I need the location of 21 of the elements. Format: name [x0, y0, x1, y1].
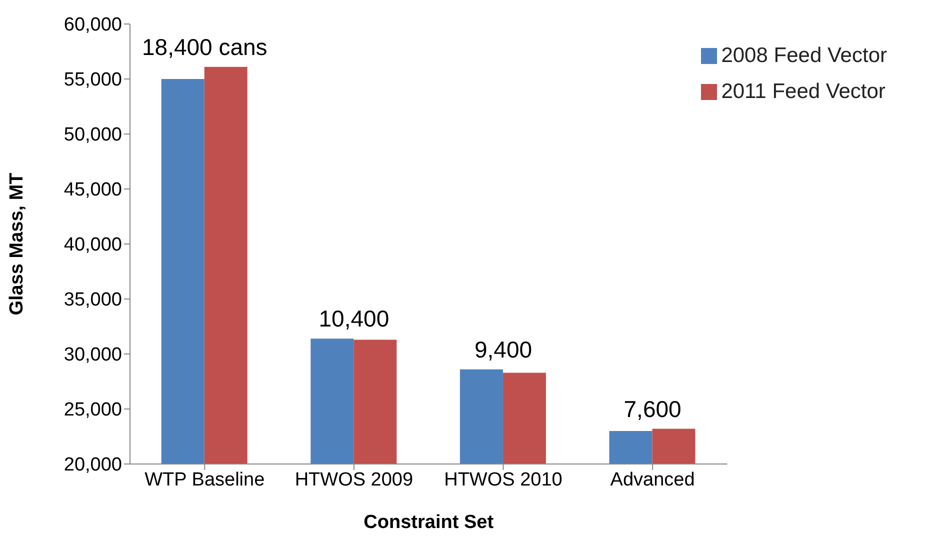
x-tick-label: HTWOS 2010 — [444, 469, 562, 490]
legend-label: 2008 Feed Vector — [721, 44, 887, 67]
y-tick-label: 40,000 — [64, 234, 122, 256]
y-tick-label: 20,000 — [64, 454, 122, 476]
y-tick-label: 45,000 — [64, 180, 122, 201]
y-tick-label: 60,000 — [64, 14, 122, 36]
x-tick-label: HTWOS 2009 — [294, 469, 414, 490]
y-tick-label: 50,000 — [64, 124, 122, 146]
y-axis-title: Glass Mass, MT — [6, 172, 28, 316]
annotation: 18,400 cans — [142, 34, 268, 60]
x-tick-label: Advanced — [610, 469, 695, 490]
y-tick-label: 35,000 — [64, 290, 122, 311]
x-tick-label: WTP Baseline — [144, 469, 265, 490]
x-axis-title: Constraint Set — [364, 512, 494, 533]
legend-label: 2011 Feed Vector — [721, 80, 886, 103]
annotation: 9,400 — [474, 336, 532, 362]
annotation: 7,600 — [624, 396, 682, 422]
y-tick-label: 25,000 — [64, 400, 122, 421]
y-tick-label: 55,000 — [64, 70, 122, 91]
y-tick-label: 30,000 — [64, 344, 122, 366]
annotation: 10,400 — [318, 306, 390, 332]
